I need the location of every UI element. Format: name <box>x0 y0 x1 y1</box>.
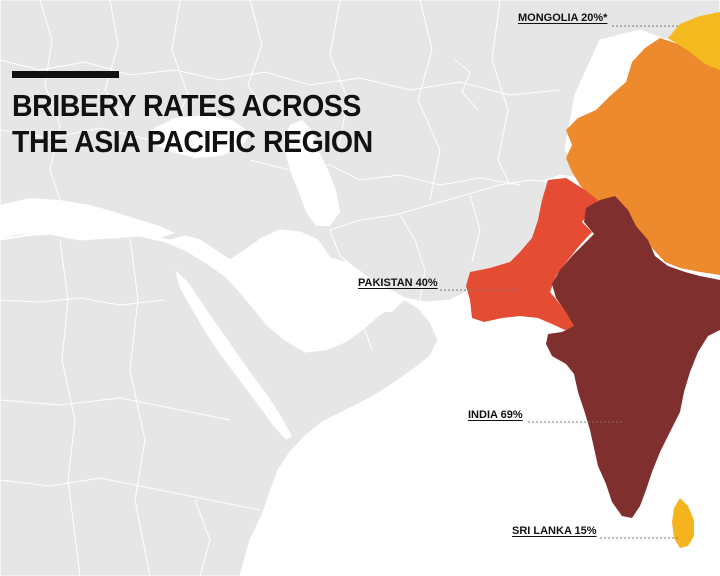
country-borders <box>0 0 560 576</box>
black-sea <box>150 115 250 158</box>
red-sea <box>175 270 292 440</box>
title-line-2: THE ASIA PACIFIC REGION <box>12 124 373 159</box>
india-region <box>546 196 720 518</box>
title-accent-bar <box>12 71 119 78</box>
leader-lines <box>440 25 680 539</box>
page-title: BRIBERY RATES ACROSS THE ASIA PACIFIC RE… <box>12 88 373 160</box>
caspian-sea <box>284 120 340 226</box>
china-region <box>566 38 720 275</box>
title-line-1: BRIBERY RATES ACROSS <box>12 88 361 123</box>
persian-gulf <box>336 262 402 312</box>
label-mongolia: MONGOLIA 20%* <box>518 12 608 24</box>
mediterranean-sea <box>0 198 175 240</box>
label-pakistan: PAKISTAN 40% <box>358 277 438 289</box>
pakistan-region <box>466 178 598 330</box>
border-ne <box>454 59 479 111</box>
sri-lanka-region <box>672 498 694 548</box>
label-sri-lanka: SRI LANKA 15% <box>512 525 597 537</box>
label-india: INDIA 69% <box>468 409 523 421</box>
mongolia-region <box>668 12 720 70</box>
